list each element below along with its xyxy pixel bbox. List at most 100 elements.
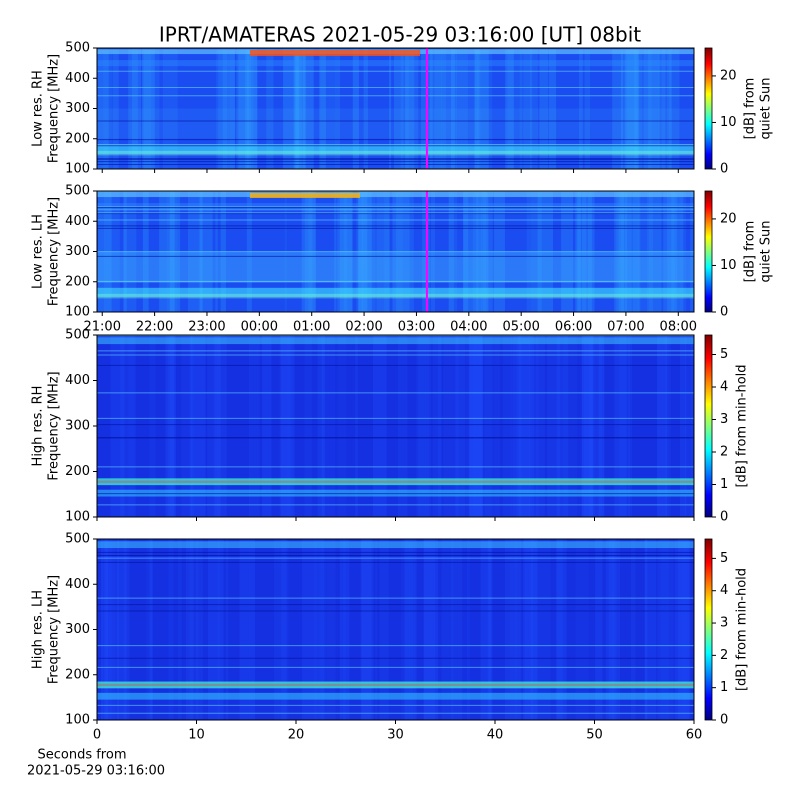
streak [148, 539, 153, 720]
x-tick-label: 22:00 [136, 320, 173, 335]
band [97, 692, 694, 700]
streak [581, 335, 593, 517]
colorbar-tick-label: 2 [720, 648, 728, 663]
streak [510, 335, 522, 517]
streak [547, 335, 561, 517]
y-axis-label: Frequency [MHz] [47, 575, 62, 684]
streak [363, 48, 368, 169]
streak [286, 335, 293, 517]
streak [117, 539, 127, 720]
chart-title: IPRT/AMATERAS 2021-05-29 03:16:00 [UT] 0… [159, 23, 641, 47]
streak [293, 48, 307, 169]
streak [539, 48, 549, 169]
streak [690, 335, 694, 517]
burst [250, 193, 360, 198]
streak [556, 335, 569, 517]
streak [487, 539, 494, 720]
streak [581, 335, 594, 517]
colorbar-tick-label: 5 [720, 347, 728, 362]
streak [639, 48, 643, 169]
streak [262, 335, 272, 517]
streak [575, 539, 589, 720]
colorbar-tick-label: 2 [720, 445, 728, 460]
streak [424, 539, 439, 720]
streak [612, 48, 624, 169]
colorbar-label: [dB] from [743, 221, 758, 283]
streak [666, 335, 670, 517]
streak [283, 48, 299, 169]
streak [404, 539, 414, 720]
streak [143, 48, 160, 169]
streak [634, 48, 639, 169]
x-tick-label: 02:00 [345, 320, 382, 335]
y-axis-label: Low res. LH [31, 214, 46, 289]
streak [128, 335, 135, 517]
streak [105, 539, 109, 720]
streak [239, 539, 255, 720]
streak [404, 48, 409, 169]
colorbar [704, 334, 713, 518]
y-tick-label: 500 [65, 328, 90, 343]
spectrogram [97, 539, 694, 720]
streak [266, 48, 274, 169]
streak [100, 539, 104, 720]
y-tick-label: 400 [65, 214, 90, 229]
streak [281, 539, 289, 720]
streak [468, 335, 484, 517]
streak [477, 48, 493, 169]
streak [584, 335, 593, 517]
y-tick-label: 400 [65, 373, 90, 388]
streak [327, 539, 336, 720]
streak [189, 335, 193, 517]
streak [274, 539, 287, 720]
x-tick-label: 40 [487, 728, 504, 743]
streak [342, 539, 347, 720]
streak [455, 48, 468, 169]
streak [679, 335, 687, 517]
streak [361, 539, 372, 720]
y-tick-label: 100 [65, 162, 90, 177]
streak [143, 48, 152, 169]
streak [103, 48, 109, 169]
streak [405, 48, 415, 169]
streak [528, 335, 539, 517]
streak [644, 539, 648, 720]
band [97, 191, 694, 198]
streak [441, 48, 457, 169]
streak [466, 539, 470, 720]
streak [661, 539, 674, 720]
x-tick-label: 20 [288, 728, 305, 743]
streak [120, 335, 136, 517]
streak [218, 48, 231, 169]
streak [606, 539, 614, 720]
streak [97, 48, 112, 169]
band [97, 337, 694, 345]
streak [519, 48, 532, 169]
streak [515, 539, 522, 720]
streak [619, 335, 631, 517]
streak [661, 48, 671, 169]
streak [549, 48, 557, 169]
colorbar [704, 190, 713, 313]
spectrogram-texture [97, 48, 694, 169]
x-tick-label: 21:00 [84, 320, 121, 335]
streak [279, 335, 291, 517]
streak [657, 539, 669, 720]
streak [320, 48, 335, 169]
x-tick-label: 0 [93, 728, 101, 743]
streak [177, 539, 182, 720]
streak [313, 539, 326, 720]
x-tick-label: 60 [686, 728, 703, 743]
streak [522, 539, 533, 720]
streak [630, 539, 636, 720]
streak [555, 539, 563, 720]
streak [123, 539, 130, 720]
streak [150, 539, 154, 720]
streak [598, 335, 603, 517]
streak [441, 539, 454, 720]
streak [469, 335, 482, 517]
streak [643, 48, 659, 169]
streak [404, 539, 416, 720]
streak [216, 48, 228, 169]
streak [504, 539, 517, 720]
